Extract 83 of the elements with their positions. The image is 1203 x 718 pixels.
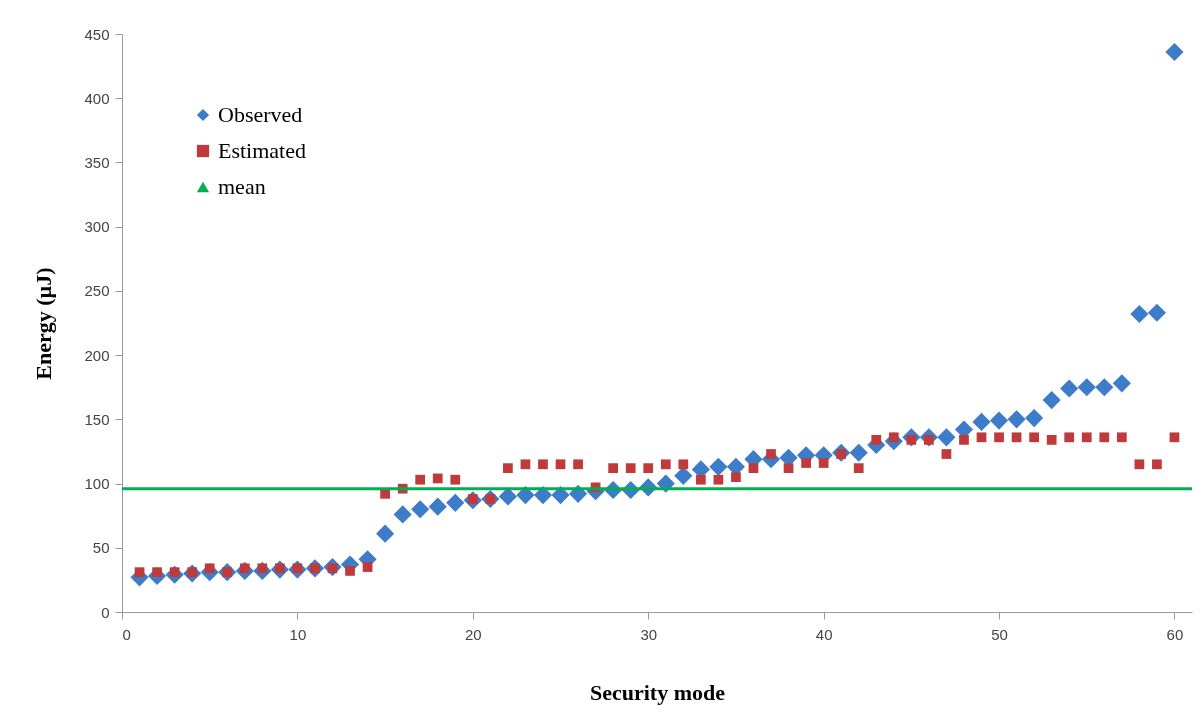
point: [713, 474, 724, 485]
point: [783, 463, 794, 474]
point: [1165, 42, 1184, 62]
point: [1064, 432, 1075, 443]
point: [1095, 378, 1114, 397]
point: [994, 432, 1004, 443]
point: [818, 458, 829, 468]
point: [1025, 408, 1044, 428]
point: [1169, 432, 1180, 443]
y-tick-label: 150: [84, 410, 110, 428]
x-tick-label: 0: [122, 625, 131, 643]
point: [695, 474, 706, 485]
x-axis-title: Security mode: [589, 679, 726, 705]
x-tick-label: 10: [289, 625, 307, 643]
point: [678, 459, 689, 470]
point: [1029, 432, 1040, 443]
y-tick-label: 200: [84, 346, 110, 364]
point: [941, 449, 952, 459]
point: [450, 474, 461, 485]
legend-label: Estimated: [218, 138, 306, 163]
point: [731, 472, 741, 483]
point: [446, 493, 465, 512]
y-tick-label: 0: [101, 603, 110, 621]
point: [1011, 432, 1022, 443]
x-tick-label: 40: [815, 625, 833, 643]
x-tick-label: 20: [464, 625, 482, 643]
x-tick-label: 60: [1166, 625, 1184, 643]
point: [660, 459, 671, 470]
point: [411, 500, 430, 519]
point: [1099, 432, 1110, 443]
y-tick-label: 400: [84, 89, 110, 107]
point: [937, 428, 956, 447]
point: [608, 463, 619, 474]
y-tick-label: 300: [84, 218, 110, 236]
legend-label: mean: [218, 174, 266, 199]
point: [748, 463, 759, 474]
point: [1077, 378, 1096, 397]
point: [1130, 304, 1149, 324]
point: [1147, 303, 1166, 322]
point: [1042, 390, 1061, 410]
point: [134, 567, 145, 578]
point: [853, 463, 864, 474]
point: [1060, 379, 1079, 398]
point: [849, 443, 868, 462]
point: [972, 412, 991, 431]
point: [415, 474, 426, 485]
y-tick-label: 50: [92, 539, 110, 557]
y-tick-label: 100: [84, 475, 110, 493]
point: [573, 459, 583, 470]
point: [555, 459, 566, 470]
point: [538, 459, 548, 470]
point: [959, 435, 969, 445]
point: [801, 458, 811, 468]
point: [625, 463, 636, 474]
point: [498, 487, 517, 506]
point: [520, 459, 531, 470]
point: [503, 463, 513, 474]
x-tick-label: 30: [640, 625, 658, 643]
y-tick-label: 450: [84, 25, 110, 43]
point: [345, 566, 355, 576]
point: [362, 562, 373, 572]
y-axis-title: Energy (µJ): [31, 267, 57, 380]
point: [1046, 435, 1057, 445]
point: [709, 457, 728, 476]
legend-label: Observed: [218, 102, 303, 127]
point: [871, 435, 882, 445]
point: [393, 505, 412, 524]
point: [766, 449, 776, 459]
point: [976, 432, 987, 443]
point: [432, 473, 443, 484]
point: [428, 497, 447, 516]
x-tick-label: 50: [991, 625, 1008, 643]
point: [1116, 432, 1127, 443]
point: [376, 524, 395, 543]
point: [1007, 410, 1026, 429]
point: [989, 411, 1009, 430]
y-tick-label: 250: [84, 282, 110, 300]
point: [1134, 459, 1145, 470]
point: [1081, 432, 1092, 443]
point: [643, 463, 654, 474]
y-tick-label: 350: [84, 153, 110, 171]
point: [1112, 374, 1131, 393]
point: [1152, 459, 1162, 470]
